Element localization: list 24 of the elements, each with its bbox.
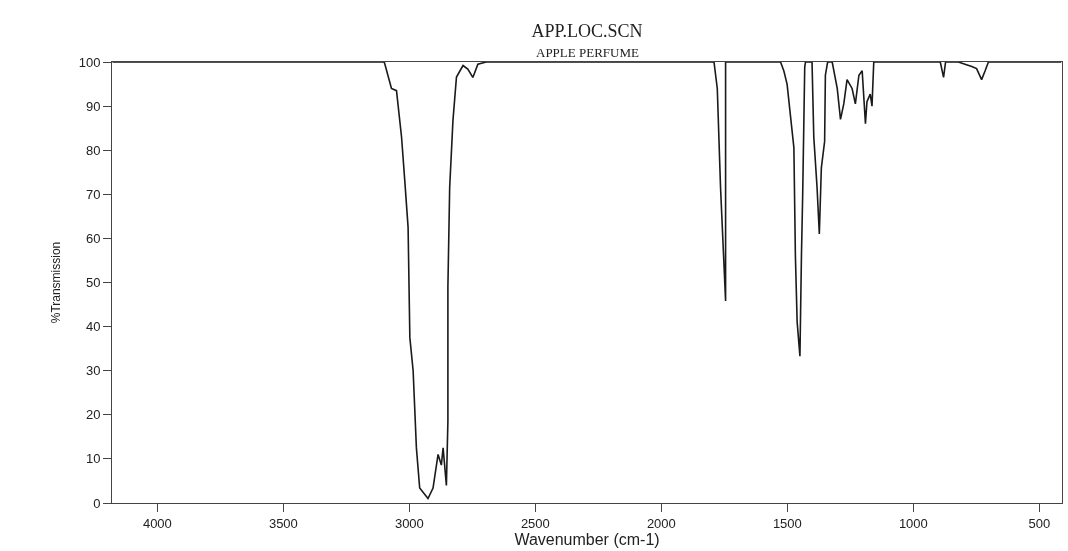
x-tick-label: 4000 <box>142 515 172 531</box>
x-axis-title: Wavenumber (cm-1) <box>514 530 660 548</box>
y-tick-label: 10 <box>85 451 101 467</box>
line-series <box>112 62 1062 500</box>
y-tick-label: 80 <box>85 142 101 158</box>
y-tick-label: 0 <box>93 495 101 511</box>
y-tick-label: 20 <box>85 407 101 423</box>
x-tick-label: 2500 <box>520 515 550 531</box>
y-tick-label: 50 <box>85 275 101 291</box>
x-tick-label: 3000 <box>394 515 424 531</box>
y-tick-label: 60 <box>85 230 101 246</box>
x-tick-label: 500 <box>1028 515 1051 531</box>
y-tick-label: 30 <box>85 363 101 379</box>
y-tick-label: 100 <box>78 54 101 70</box>
x-tick-label: 1500 <box>772 515 802 531</box>
chart-subtitle: APPLE PERFUME <box>536 45 639 60</box>
y-tick-label: 90 <box>85 98 101 114</box>
chart-title: APP.LOC.SCN <box>531 21 643 42</box>
x-tick-label: 2000 <box>646 515 676 531</box>
y-tick-label: 40 <box>85 319 101 335</box>
y-axis-title: %Transmission <box>49 241 63 324</box>
x-tick-label: 3500 <box>268 515 298 531</box>
y-tick-label: 70 <box>85 186 101 202</box>
x-tick-label: 1000 <box>898 515 928 531</box>
